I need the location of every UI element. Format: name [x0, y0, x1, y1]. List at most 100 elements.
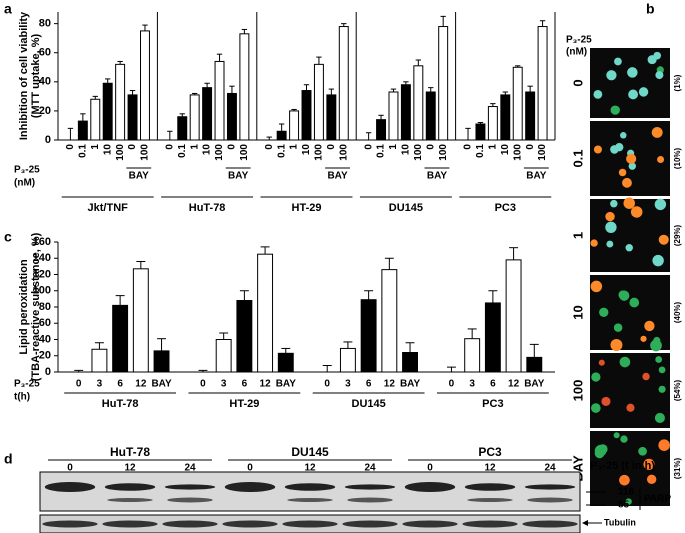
x-tick-label: 12 [384, 379, 396, 390]
x-axis-label: P₃-25 [14, 379, 40, 390]
time-label: 24 [184, 463, 196, 474]
x-tick-label: 0 [525, 144, 536, 150]
band [287, 498, 333, 502]
bar [189, 94, 200, 141]
cell [614, 57, 622, 66]
band [104, 483, 156, 491]
y-axis-label: Lipid peroxidation [18, 259, 30, 355]
bar [464, 338, 481, 373]
bar [177, 116, 188, 141]
y-tick-label: 160 [33, 236, 51, 248]
group-label: Jkt/TNF [88, 202, 129, 214]
band [402, 520, 458, 528]
microscopy-title: (nM) [566, 47, 587, 58]
x-tick-label: 0 [449, 379, 455, 390]
y-tick-label: 120 [33, 268, 51, 280]
x-tick-label: 0 [326, 144, 337, 150]
bar [127, 94, 138, 141]
x-tick-label: 100 [512, 144, 523, 161]
band [284, 483, 336, 491]
band [464, 483, 516, 491]
row-percent: (54%) [673, 379, 682, 401]
x-tick-label: 1 [488, 144, 499, 150]
marker-label: 116 [618, 487, 635, 498]
row-percent: (31%) [673, 457, 682, 479]
x-tick-label: 10 [500, 144, 511, 156]
x-tick-label: 10 [102, 144, 113, 156]
cell [638, 446, 647, 456]
bar [413, 65, 424, 141]
time-label: 0 [247, 463, 253, 474]
bar [239, 33, 250, 141]
cell [658, 234, 669, 245]
cell [593, 145, 602, 154]
bar [425, 91, 436, 141]
cell [606, 240, 614, 248]
bar [505, 259, 522, 373]
cell [658, 385, 666, 393]
x-tick-label: 10 [401, 144, 412, 156]
bar [376, 119, 387, 141]
band [44, 482, 96, 492]
cell [628, 162, 636, 170]
x-tick-label: BAY [276, 379, 297, 390]
x-tick-label: 10 [202, 144, 213, 156]
bar [537, 26, 548, 141]
bracket-label: BAY [526, 171, 547, 182]
micrograph [590, 431, 670, 506]
blot-parp [39, 471, 581, 512]
row-label: 100 [570, 380, 585, 402]
cell [605, 211, 615, 222]
group-label: HuT-78 [102, 398, 139, 410]
bar [236, 300, 253, 373]
x-tick-label: 0 [463, 144, 474, 150]
row-label: 0 [570, 79, 585, 86]
bar [438, 26, 449, 141]
band [107, 498, 153, 502]
y-tick-label: 60 [39, 47, 51, 59]
bar [402, 352, 418, 373]
x-axis-label: t(h) [14, 392, 30, 403]
row-percent: (1%) [673, 74, 682, 91]
y-tick-label: 0 [45, 134, 51, 146]
x-tick-label: 3 [97, 379, 103, 390]
group-label: HuT-78 [189, 202, 226, 214]
bar [115, 63, 126, 141]
band [527, 497, 573, 503]
bar [525, 91, 536, 141]
x-tick-label: 12 [508, 379, 520, 390]
bar [360, 299, 377, 373]
bar [338, 26, 349, 141]
x-tick-label: 3 [345, 379, 351, 390]
cell [643, 458, 655, 470]
cell [619, 474, 630, 486]
x-tick-label: 100 [314, 144, 325, 161]
cell [606, 70, 617, 81]
x-tick-label: 1 [90, 144, 101, 150]
x-tick-label: 1 [189, 144, 200, 150]
bar [214, 60, 225, 141]
cell [642, 372, 650, 381]
cell [594, 444, 607, 457]
cell [655, 71, 664, 80]
y-tick-label: 40 [39, 76, 51, 88]
cell [620, 132, 627, 139]
x-tick-label: 3 [469, 379, 475, 390]
panel-letter: c [4, 229, 12, 245]
x-tick-label: 3 [221, 379, 227, 390]
x-tick-label: 1 [289, 144, 300, 150]
panel-letter: d [4, 451, 13, 467]
treatment-label: P₃-25 (t in h) [590, 460, 655, 472]
bar [226, 92, 237, 141]
row-percent: (10%) [673, 147, 682, 169]
bracket-label: BAY [427, 171, 448, 182]
panel-letter: b [646, 1, 655, 17]
x-tick-label: 10 [301, 144, 312, 156]
bar [90, 98, 101, 141]
cell [651, 126, 663, 138]
bar [475, 123, 486, 141]
cell [622, 177, 632, 188]
cell [625, 498, 632, 505]
cell [613, 323, 623, 332]
